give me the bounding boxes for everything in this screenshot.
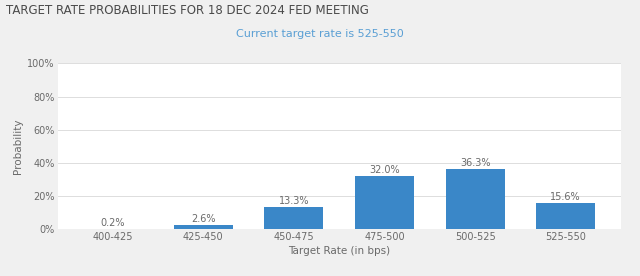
Text: 2.6%: 2.6% (191, 214, 216, 224)
Text: Current target rate is 525-550: Current target rate is 525-550 (236, 29, 404, 39)
Bar (174, 225, 233, 229)
Bar (536, 203, 595, 229)
Text: 13.3%: 13.3% (278, 196, 309, 206)
Text: 36.3%: 36.3% (460, 158, 490, 168)
Text: 0.2%: 0.2% (100, 217, 125, 228)
Bar (445, 169, 504, 229)
Y-axis label: Probability: Probability (13, 118, 23, 174)
Text: 32.0%: 32.0% (369, 165, 400, 175)
Text: 15.6%: 15.6% (550, 192, 581, 202)
Bar (264, 207, 323, 229)
Text: TARGET RATE PROBABILITIES FOR 18 DEC 2024 FED MEETING: TARGET RATE PROBABILITIES FOR 18 DEC 202… (6, 4, 369, 17)
Bar (355, 176, 414, 229)
X-axis label: Target Rate (in bps): Target Rate (in bps) (288, 246, 390, 256)
